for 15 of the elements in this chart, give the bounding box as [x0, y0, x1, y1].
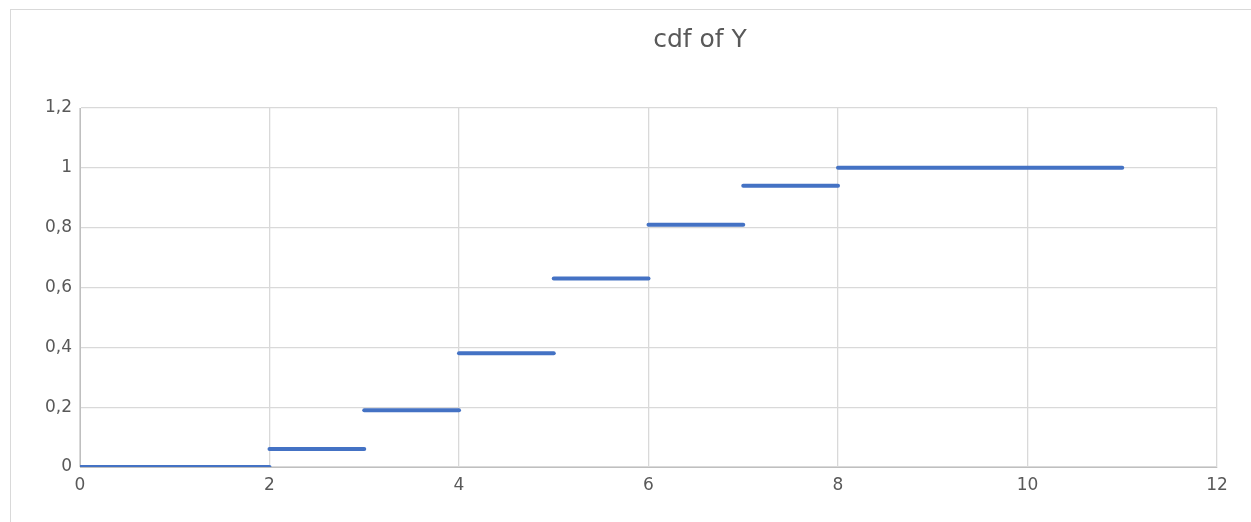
y-tick-label: 0,4	[44, 335, 72, 356]
y-tick-label: 0	[61, 455, 72, 476]
x-tick-label: 2	[264, 473, 275, 494]
x-tick-label: 12	[1206, 473, 1228, 494]
x-tick-label: 10	[1016, 473, 1039, 494]
y-tick-label: 1,2	[44, 96, 72, 117]
x-tick-label: 6	[643, 473, 654, 494]
x-tick-label: 8	[832, 473, 844, 494]
y-tick-label: 0,6	[44, 275, 72, 296]
y-tick-label: 0,8	[44, 216, 72, 237]
y-tick-label: 0,2	[44, 395, 72, 416]
x-tick-label: 0	[74, 473, 86, 494]
y-tick-label: 1	[61, 156, 72, 177]
chart-title: cdf of Y	[652, 24, 748, 53]
x-tick-label: 4	[453, 473, 465, 494]
